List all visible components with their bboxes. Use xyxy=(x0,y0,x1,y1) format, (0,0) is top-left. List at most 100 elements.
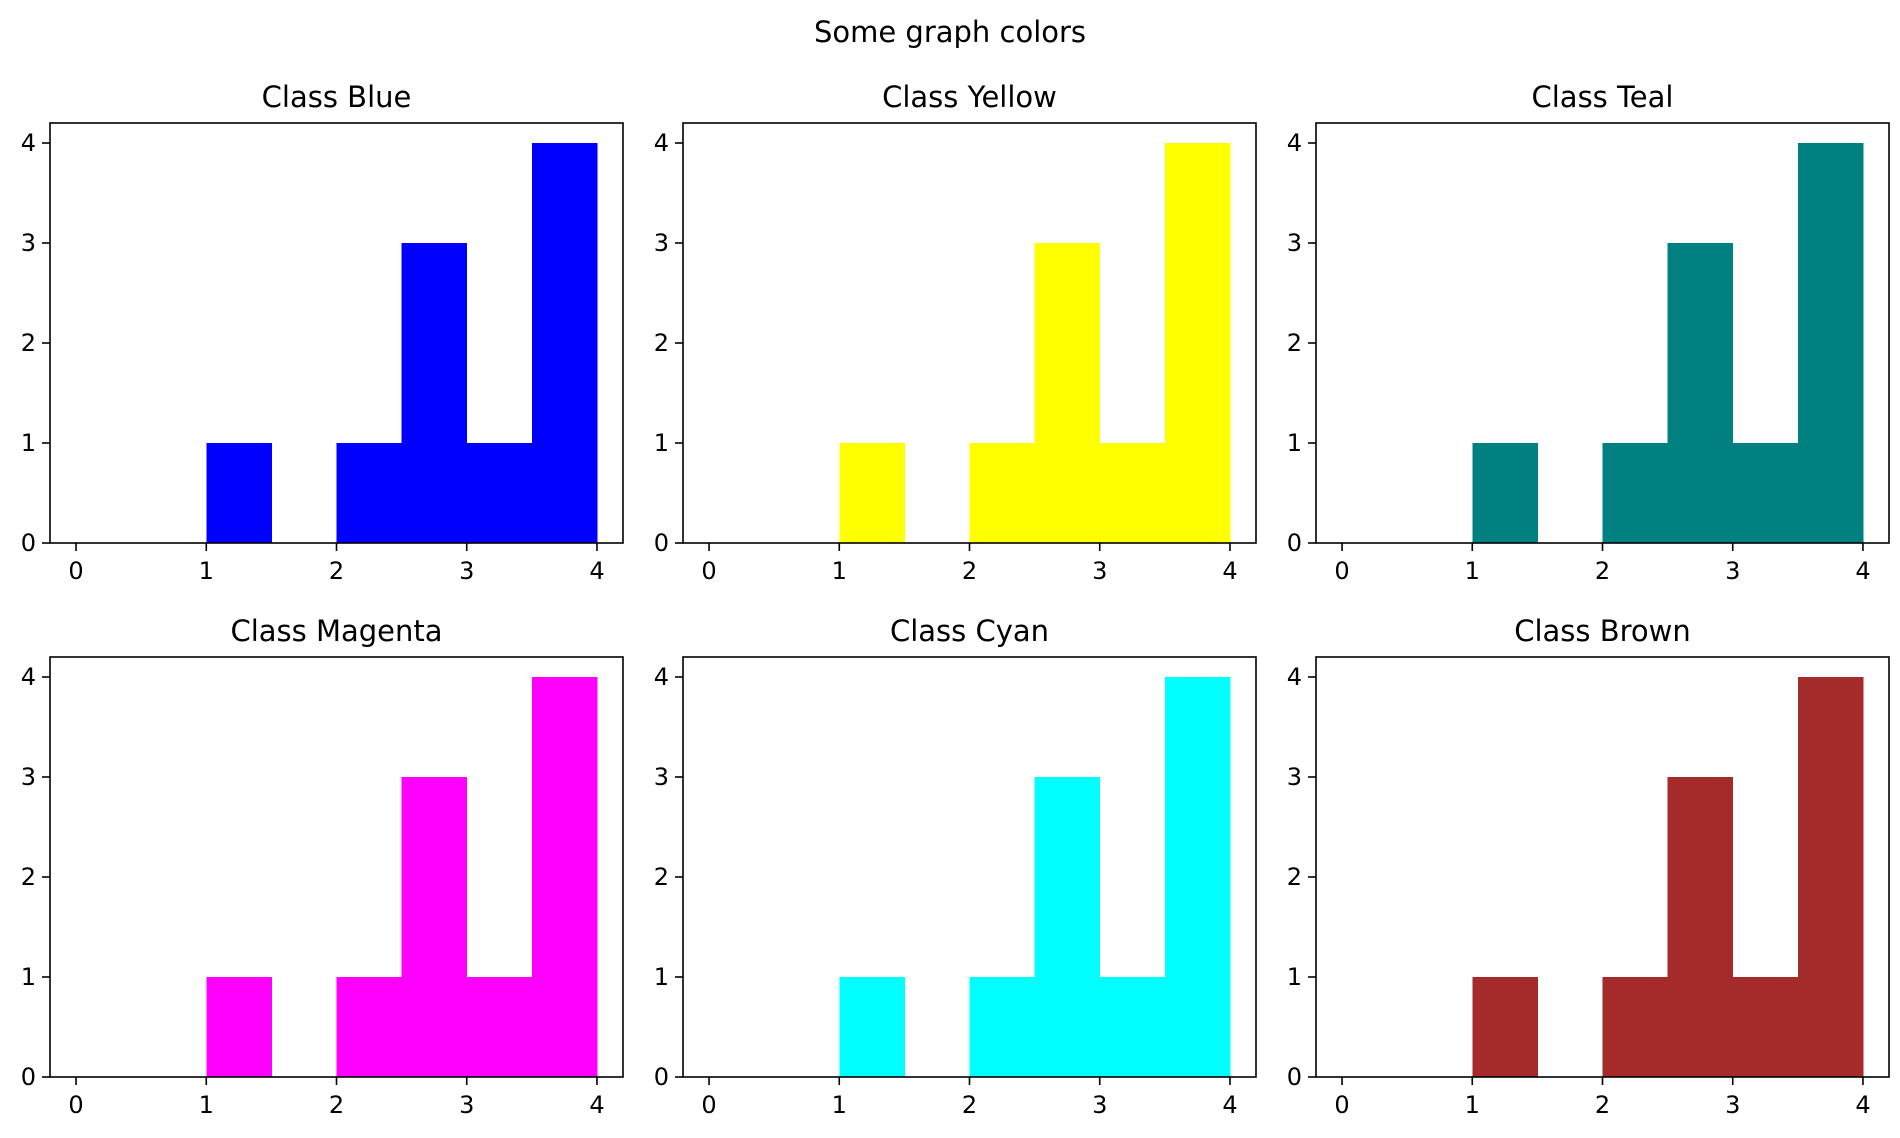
chart-class-brown: Class Brown 0 1 2 3 4 0 1 2 3 4 xyxy=(1287,614,1890,1119)
histogram-bar xyxy=(1732,443,1799,543)
y-tick-label: 3 xyxy=(654,763,669,791)
x-tick-label: 4 xyxy=(1222,1091,1237,1119)
y-tick-label: 2 xyxy=(21,329,36,357)
y-tick-label: 4 xyxy=(1287,663,1302,691)
y-tick-label: 2 xyxy=(1287,863,1302,891)
histogram-bar xyxy=(1034,243,1101,543)
chart-title: Class Teal xyxy=(1532,80,1674,114)
x-tick-label: 4 xyxy=(589,557,604,585)
chart-class-magenta: Class Magenta 0 1 2 3 4 0 1 2 3 4 xyxy=(21,614,624,1119)
x-tick-label: 0 xyxy=(68,1091,83,1119)
y-tick-label: 0 xyxy=(21,529,36,557)
histogram-bar xyxy=(1732,977,1799,1077)
x-tick-label: 3 xyxy=(1092,557,1107,585)
y-tick-label: 2 xyxy=(654,329,669,357)
y-tick-label: 1 xyxy=(21,963,36,991)
histogram-bar xyxy=(206,977,272,1077)
y-tick-label: 2 xyxy=(654,863,669,891)
y-tick-label: 4 xyxy=(21,129,36,157)
y-tick-label: 4 xyxy=(21,663,36,691)
x-tick-label: 1 xyxy=(1465,557,1480,585)
y-tick-label: 1 xyxy=(1287,429,1302,457)
chart-title: Class Yellow xyxy=(882,80,1057,114)
histogram-bar xyxy=(336,977,403,1077)
x-tick-label: 0 xyxy=(701,1091,716,1119)
y-tick-label: 4 xyxy=(654,129,669,157)
y-tick-label: 3 xyxy=(1287,229,1302,257)
x-tick-label: 1 xyxy=(199,1091,214,1119)
histogram-bar xyxy=(531,143,598,543)
histogram-bar xyxy=(466,443,533,543)
x-tick-label: 0 xyxy=(1334,1091,1349,1119)
histogram-bar xyxy=(1602,977,1669,1077)
x-tick-label: 0 xyxy=(701,557,716,585)
y-tick-label: 1 xyxy=(654,429,669,457)
y-tick-label: 3 xyxy=(1287,763,1302,791)
histogram-bar xyxy=(969,977,1036,1077)
histogram-bar xyxy=(1099,443,1166,543)
y-tick-label: 4 xyxy=(1287,129,1302,157)
histogram-bar xyxy=(336,443,403,543)
histogram-bar xyxy=(1667,777,1734,1077)
chart-class-cyan: Class Cyan 0 1 2 3 4 0 1 2 3 4 xyxy=(654,614,1257,1119)
chart-title: Class Magenta xyxy=(230,614,442,648)
y-tick-label: 0 xyxy=(21,1063,36,1091)
y-tick-label: 1 xyxy=(1287,963,1302,991)
chart-class-blue: Class Blue 0 1 2 3 4 0 1 2 3 4 xyxy=(21,80,624,585)
histogram-bar xyxy=(466,977,533,1077)
y-tick-label: 0 xyxy=(1287,1063,1302,1091)
y-tick-label: 1 xyxy=(654,963,669,991)
x-tick-label: 2 xyxy=(329,557,344,585)
chart-class-yellow: Class Yellow 0 1 2 3 4 0 1 2 3 4 xyxy=(654,80,1257,585)
x-tick-label: 2 xyxy=(962,1091,977,1119)
y-tick-label: 3 xyxy=(654,229,669,257)
x-tick-label: 3 xyxy=(1725,1091,1740,1119)
histogram-bar xyxy=(969,443,1036,543)
x-tick-label: 2 xyxy=(962,557,977,585)
y-tick-label: 2 xyxy=(21,863,36,891)
x-tick-label: 0 xyxy=(1334,557,1349,585)
x-tick-label: 3 xyxy=(1092,1091,1107,1119)
x-tick-label: 3 xyxy=(459,1091,474,1119)
y-tick-label: 3 xyxy=(21,229,36,257)
histogram-bar xyxy=(206,443,272,543)
x-tick-label: 1 xyxy=(832,1091,847,1119)
x-tick-label: 4 xyxy=(589,1091,604,1119)
x-tick-label: 3 xyxy=(459,557,474,585)
x-tick-label: 0 xyxy=(68,557,83,585)
histogram-bar xyxy=(1164,143,1231,543)
figure-title: Some graph colors xyxy=(813,15,1087,49)
x-tick-label: 4 xyxy=(1222,557,1237,585)
x-tick-label: 2 xyxy=(1595,1091,1610,1119)
y-tick-label: 3 xyxy=(21,763,36,791)
chart-title: Class Brown xyxy=(1514,614,1691,648)
histogram-bar xyxy=(1667,243,1734,543)
histogram-bar xyxy=(531,677,598,1077)
histogram-bar xyxy=(839,977,905,1077)
x-tick-label: 3 xyxy=(1725,557,1740,585)
x-tick-label: 2 xyxy=(329,1091,344,1119)
histogram-bar xyxy=(1472,443,1538,543)
histogram-bar xyxy=(1034,777,1101,1077)
y-tick-label: 0 xyxy=(654,529,669,557)
x-tick-label: 1 xyxy=(1465,1091,1480,1119)
x-tick-label: 4 xyxy=(1855,557,1870,585)
histogram-bar xyxy=(401,243,468,543)
y-tick-label: 0 xyxy=(654,1063,669,1091)
histogram-bar xyxy=(839,443,905,543)
histogram-bar xyxy=(1164,677,1231,1077)
chart-title: Class Blue xyxy=(262,80,412,114)
chart-class-teal: Class Teal 0 1 2 3 4 0 1 2 3 4 xyxy=(1287,80,1890,585)
histogram-bar xyxy=(401,777,468,1077)
x-tick-label: 4 xyxy=(1855,1091,1870,1119)
y-tick-label: 0 xyxy=(1287,529,1302,557)
x-tick-label: 1 xyxy=(199,557,214,585)
x-tick-label: 2 xyxy=(1595,557,1610,585)
histogram-bar xyxy=(1602,443,1669,543)
y-tick-label: 2 xyxy=(1287,329,1302,357)
histogram-bar xyxy=(1797,677,1864,1077)
chart-title: Class Cyan xyxy=(890,614,1049,648)
y-tick-label: 1 xyxy=(21,429,36,457)
histogram-bar xyxy=(1099,977,1166,1077)
